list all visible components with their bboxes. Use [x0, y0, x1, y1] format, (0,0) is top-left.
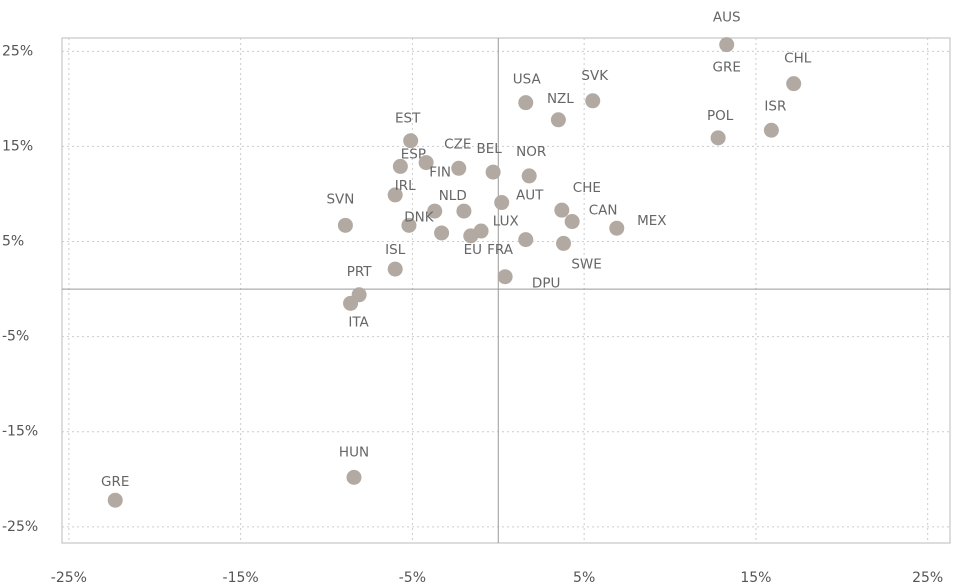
x-tick-label: 25% [912, 570, 943, 586]
point-label: HUN [339, 444, 369, 460]
point [485, 164, 501, 180]
point-label: CAN [589, 203, 618, 219]
point [518, 95, 534, 111]
point-label: DNK [404, 209, 434, 225]
point-label: AUS [713, 10, 741, 26]
point [585, 93, 601, 109]
point-label: ISL [385, 242, 406, 258]
point-label: FIN [429, 165, 451, 181]
point-label: MEX [637, 213, 666, 229]
point-label: ISR [764, 98, 786, 114]
point [434, 225, 450, 241]
point-label: USA [513, 72, 542, 88]
plot-frame [61, 37, 951, 544]
point-label: AUT [516, 188, 544, 204]
point [107, 492, 123, 508]
x-tick-label: -5% [399, 570, 426, 586]
point-label: FRA [487, 242, 514, 258]
y-tick-label: -25% [2, 519, 38, 535]
point [494, 195, 510, 211]
point-label: GRE [101, 474, 129, 490]
point-label: CHL [784, 51, 812, 67]
x-tick-label: -25% [51, 570, 87, 586]
point-label: PRT [347, 264, 373, 280]
point-label: NZL [547, 91, 574, 107]
y-tick-label: 25% [2, 43, 33, 59]
point-label: POL [707, 108, 734, 124]
y-tick-label: 15% [2, 138, 33, 154]
point-label: NOR [516, 144, 546, 160]
point [403, 133, 419, 149]
x-tick-label: 15% [740, 570, 771, 586]
point [763, 122, 779, 138]
point [564, 214, 580, 230]
point [392, 158, 408, 174]
point [387, 261, 403, 277]
y-tick-label: 5% [2, 234, 24, 250]
y-tick-label: -15% [2, 424, 38, 440]
point [550, 112, 566, 128]
point [719, 37, 735, 53]
point [456, 203, 472, 219]
point-label: BEL [476, 141, 502, 157]
point [337, 217, 353, 233]
point-label: LUX [493, 214, 519, 230]
point-label: ESP [401, 146, 426, 162]
point [556, 235, 572, 251]
x-tick-label: -15% [223, 570, 259, 586]
point-label: IRL [395, 178, 416, 194]
point-label: NLD [439, 188, 467, 204]
point [710, 130, 726, 146]
point-label: SWE [571, 256, 601, 272]
point [401, 217, 417, 233]
point-label: CZE [444, 136, 471, 152]
x-tick-label: 5% [573, 570, 595, 586]
point-label: EST [395, 111, 421, 127]
annotation: GRE [713, 59, 741, 75]
point [497, 269, 513, 285]
point-label: SVN [326, 191, 354, 207]
point-label: SVK [581, 68, 609, 84]
point [554, 202, 570, 218]
point [343, 295, 359, 311]
point [346, 469, 362, 485]
point [518, 232, 534, 248]
point [418, 155, 434, 171]
point [451, 160, 467, 176]
point-label: DPU [532, 276, 560, 292]
point-label: ITA [348, 314, 369, 330]
y-tick-label: -5% [2, 329, 29, 345]
point-label: CHE [573, 180, 601, 196]
point [786, 76, 802, 92]
point-label: EU [464, 242, 482, 258]
point [473, 223, 489, 239]
point [387, 187, 403, 203]
point [427, 203, 443, 219]
point [609, 220, 625, 236]
point [521, 168, 537, 184]
